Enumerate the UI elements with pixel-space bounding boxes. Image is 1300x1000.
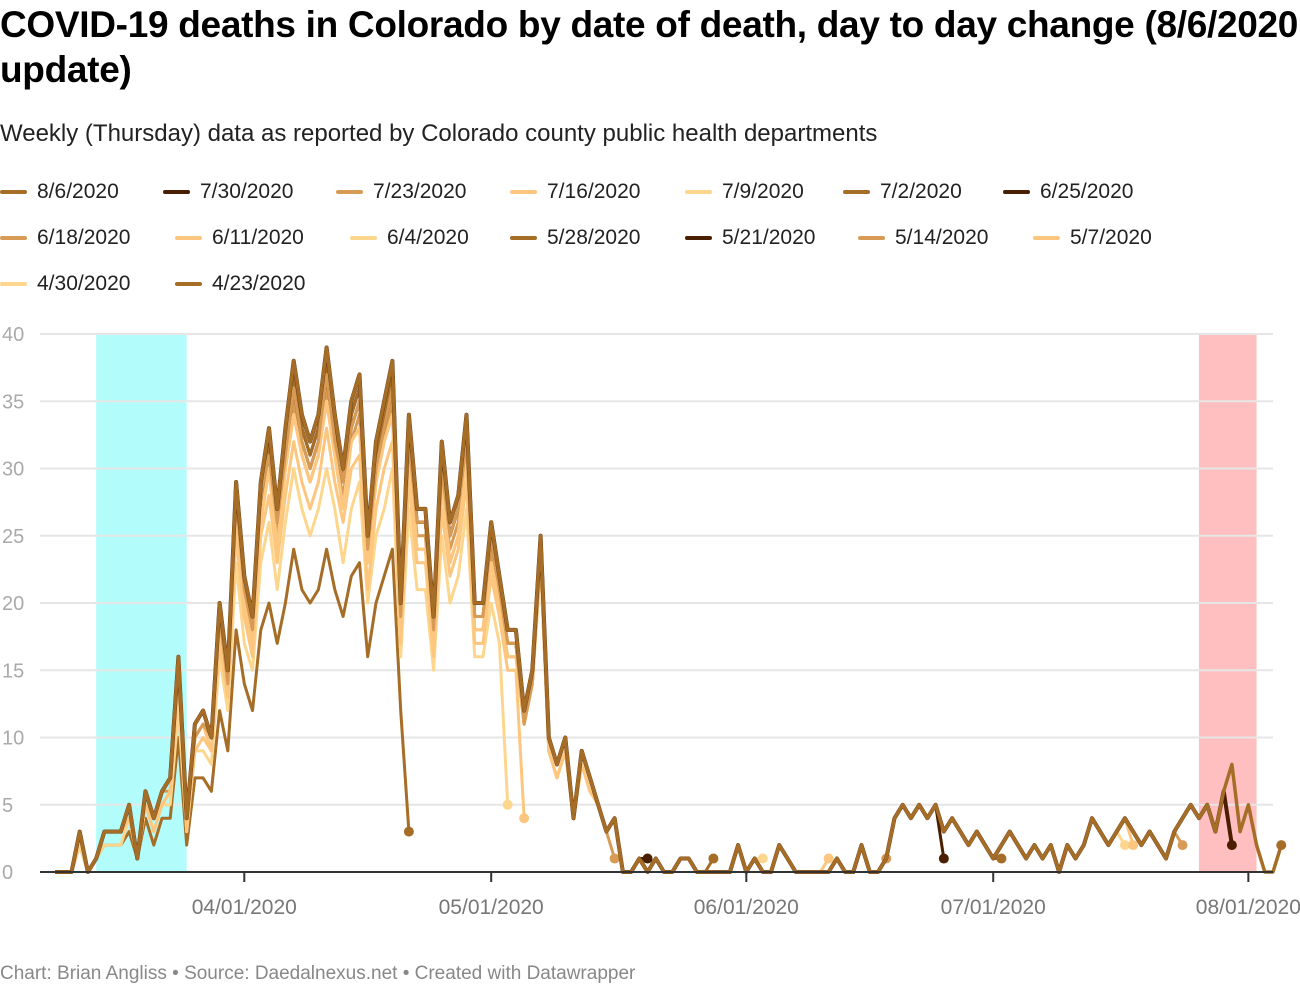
legend-item: 4/30/2020	[0, 272, 130, 296]
legend-swatch	[336, 190, 363, 194]
legend-item: 4/23/2020	[175, 272, 305, 296]
series-end-point	[502, 799, 513, 810]
legend-label: 7/23/2020	[373, 180, 467, 203]
y-tick-label: 10	[2, 728, 24, 750]
legend-item: 5/7/2020	[1033, 226, 1152, 250]
series-end-point	[708, 853, 719, 864]
legend-item: 5/14/2020	[858, 226, 988, 250]
legend-item: 6/11/2020	[175, 226, 304, 250]
x-tick-label: 05/01/2020	[439, 896, 544, 919]
y-tick-label: 25	[2, 526, 24, 548]
x-tick-label: 08/01/2020	[1196, 896, 1300, 919]
legend-swatch	[685, 190, 712, 194]
legend-swatch	[858, 236, 885, 240]
legend-item: 7/9/2020	[685, 180, 804, 204]
legend-item: 6/4/2020	[350, 226, 469, 250]
legend-swatch	[843, 190, 870, 194]
series-end-point	[1177, 840, 1188, 851]
line-chart: 0 5 10 15 20 25 30 35 40 04/01/2020 05/01/2020 06/0…	[2, 324, 1300, 919]
y-tick-label: 30	[2, 459, 24, 481]
series-end-point	[642, 853, 653, 864]
series-line	[55, 399, 1127, 874]
y-tick-label: 20	[2, 593, 24, 615]
legend-label: 6/25/2020	[1040, 180, 1134, 203]
legend-swatch	[0, 236, 27, 240]
legend-item: 7/2/2020	[843, 180, 962, 204]
legend-label: 8/6/2020	[37, 180, 119, 203]
y-tick-label: 35	[2, 391, 24, 413]
legend-swatch	[1033, 236, 1060, 240]
x-tick-label: 04/01/2020	[192, 896, 297, 919]
legend-swatch	[163, 190, 190, 194]
series-end-point	[609, 853, 620, 864]
legend-item: 5/28/2020	[510, 226, 640, 250]
y-tick-label: 15	[2, 660, 24, 682]
legend-item: 5/21/2020	[685, 226, 815, 250]
legend-item: 7/16/2020	[510, 180, 640, 204]
legend-label: 4/30/2020	[37, 272, 131, 295]
legend-label: 5/7/2020	[1070, 226, 1152, 249]
legend-swatch	[175, 236, 202, 240]
chart-title: COVID-19 deaths in Colorado by date of d…	[0, 4, 1299, 90]
legend-label: 7/9/2020	[722, 180, 804, 203]
x-tick-label: 06/01/2020	[694, 896, 799, 919]
legend-swatch	[350, 236, 377, 240]
legend-item: 7/23/2020	[336, 180, 466, 204]
legend-label: 5/21/2020	[722, 226, 816, 249]
series-end-point	[1226, 840, 1237, 851]
series-end-point	[757, 853, 768, 864]
legend-label: 6/4/2020	[387, 226, 469, 249]
legend-item: 7/30/2020	[163, 180, 293, 204]
series-line-8-6	[55, 345, 1283, 874]
legend-swatch	[510, 236, 537, 240]
series-end-point	[938, 853, 949, 864]
legend-label: 7/30/2020	[200, 180, 294, 203]
y-tick-label: 0	[2, 862, 13, 884]
legend-swatch	[175, 282, 202, 286]
legend-item: 8/6/2020	[0, 180, 119, 204]
y-tick-label: 5	[2, 795, 13, 817]
legend-swatch	[0, 190, 27, 194]
series-end-point	[519, 813, 530, 824]
chart-subtitle: Weekly (Thursday) data as reported by Co…	[0, 120, 878, 147]
legend-swatch	[0, 282, 27, 286]
legend-label: 6/11/2020	[212, 226, 304, 249]
series-end-point	[1276, 840, 1287, 851]
series-line	[55, 359, 1002, 874]
legend-label: 4/23/2020	[212, 272, 306, 295]
series-end-point	[1128, 840, 1139, 851]
legend-label: 5/28/2020	[547, 226, 641, 249]
legend-swatch	[685, 236, 712, 240]
series-end-point	[403, 826, 414, 837]
legend-item: 6/18/2020	[0, 226, 130, 250]
chart-footer: Chart: Brian Angliss • Source: Daedalnex…	[0, 963, 636, 984]
legend-label: 6/18/2020	[37, 226, 131, 249]
legend-label: 5/14/2020	[895, 226, 989, 249]
legend-swatch	[510, 190, 537, 194]
legend-label: 7/16/2020	[547, 180, 641, 203]
series-end-point	[996, 853, 1007, 864]
x-tick-label: 07/01/2020	[941, 896, 1046, 919]
legend-swatch	[1003, 190, 1030, 194]
legend-label: 7/2/2020	[880, 180, 962, 203]
legend-item: 6/25/2020	[1003, 180, 1133, 204]
y-tick-label: 40	[2, 324, 24, 346]
series-line	[55, 372, 1184, 874]
series-end-point	[1119, 840, 1130, 851]
series-end-point	[823, 853, 834, 864]
